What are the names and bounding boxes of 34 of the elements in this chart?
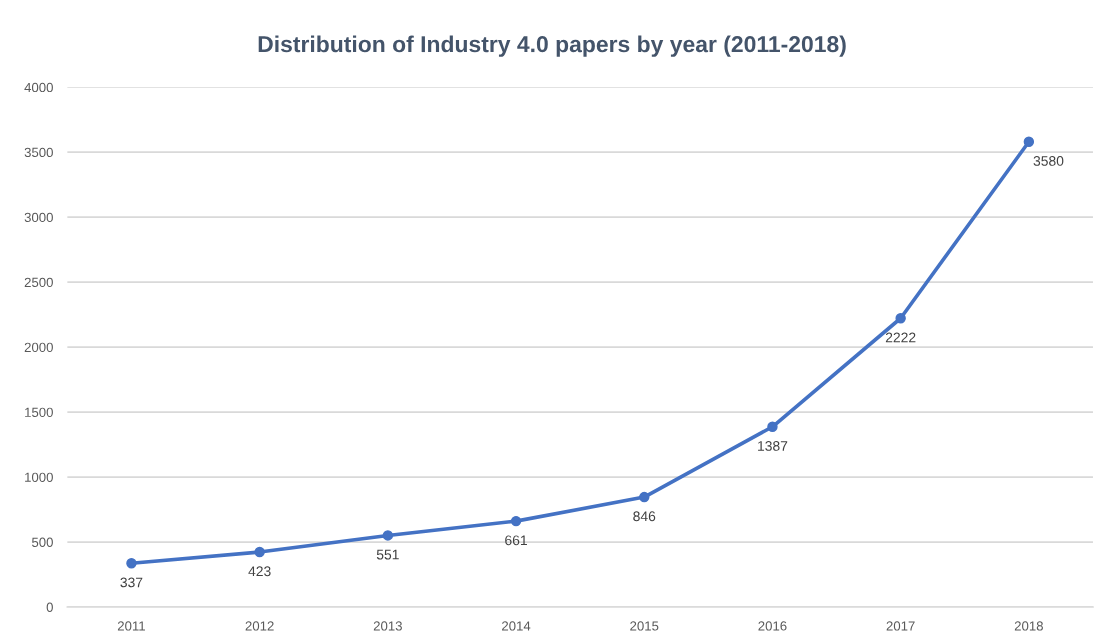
y-tick-label: 2500 <box>24 277 53 288</box>
data-label: 3580 <box>1033 156 1064 166</box>
x-tick-label: 2017 <box>886 621 915 631</box>
point <box>895 313 906 324</box>
x-tick-label: 2015 <box>630 621 659 631</box>
data-label: 661 <box>505 535 527 546</box>
x-tick-label: 2011 <box>117 621 145 631</box>
point <box>254 546 265 558</box>
point <box>639 491 650 503</box>
x-tick-label: 2012 <box>245 621 274 631</box>
point <box>126 558 137 569</box>
y-tick-label: 0 <box>46 602 53 612</box>
x-tick-label: 2018 <box>1014 621 1043 631</box>
point <box>767 421 778 432</box>
data-label: 423 <box>248 566 271 577</box>
data-label: 551 <box>376 549 399 560</box>
point <box>1023 136 1035 147</box>
point <box>510 515 522 527</box>
x-tick-label: 2014 <box>502 621 531 631</box>
chart-title: Distribution of Industry 4.0 papers by year (2011-2018) <box>258 35 846 57</box>
y-tick-label: 2000 <box>24 342 53 353</box>
y-tick-label: 4000 <box>24 82 53 93</box>
y-tick-label: 1000 <box>25 472 53 482</box>
y-tick-label: 500 <box>31 537 53 547</box>
y-tick-label: 1500 <box>25 407 53 417</box>
x-tick-label: 2013 <box>373 621 402 631</box>
data-label: 846 <box>633 511 656 522</box>
x-tick-label: 2016 <box>758 621 787 631</box>
data-label: 337 <box>120 577 143 588</box>
data-label: 2222 <box>885 332 916 343</box>
y-tick-label: 3500 <box>24 147 53 158</box>
data-label: 1387 <box>758 441 788 451</box>
y-tick-label: 3000 <box>24 212 53 223</box>
point <box>382 530 394 541</box>
